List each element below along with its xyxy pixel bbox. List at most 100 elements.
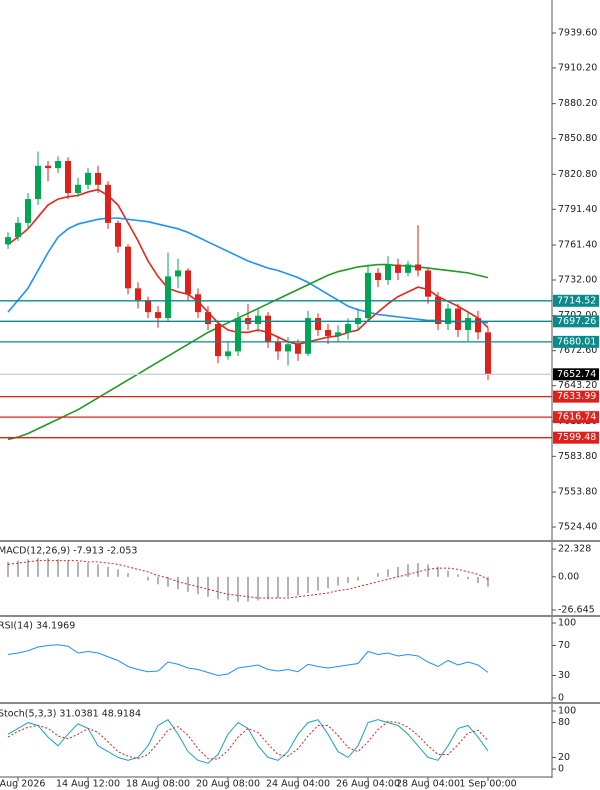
y-tick-label: 0: [558, 764, 564, 775]
y-tick-label: 7910.20: [558, 62, 597, 73]
candle-body: [465, 318, 471, 330]
histogram-bar: [157, 576, 159, 585]
histogram-bar: [317, 576, 319, 591]
candle-body: [145, 300, 151, 313]
indicator-title: MACD(12,26,9) -7.913 -2.053: [0, 546, 137, 557]
histogram-bar: [267, 576, 269, 600]
time-label: 24 Aug 04:00: [266, 779, 330, 790]
candle-body: [395, 264, 401, 273]
histogram-bar: [467, 576, 469, 580]
histogram-bar: [107, 566, 109, 577]
level-box: [553, 368, 599, 381]
level-label: 7633.99: [557, 391, 596, 402]
histogram-bar: [217, 576, 219, 600]
candle-body: [15, 222, 21, 238]
candle-body: [295, 344, 301, 354]
candle-body: [125, 246, 131, 289]
y-tick-label: 70: [558, 640, 570, 651]
candle-body: [85, 172, 91, 185]
histogram-bar: [17, 560, 19, 577]
level-label: 7697.26: [557, 316, 596, 327]
histogram-bar: [407, 564, 409, 577]
candle-body: [165, 276, 171, 319]
candle-body: [455, 308, 461, 330]
candle-body: [75, 184, 81, 194]
y-tick-label: 7672.60: [558, 345, 597, 356]
candle-body: [255, 315, 261, 325]
candle-body: [445, 308, 451, 325]
histogram-bar: [187, 576, 189, 592]
y-tick-label: 7820.80: [558, 169, 597, 180]
candle-body: [425, 270, 431, 297]
histogram-bar: [77, 561, 79, 577]
histogram-bar: [257, 576, 259, 601]
y-tick-label: 0.00: [558, 571, 579, 582]
candle-body: [315, 318, 321, 330]
histogram-bar: [347, 576, 349, 584]
level-label: 7616.74: [557, 412, 596, 423]
histogram-bar: [167, 576, 169, 587]
y-tick-label: 7939.60: [558, 27, 597, 38]
level-box: [553, 390, 599, 403]
candle-body: [225, 351, 231, 357]
histogram-bar: [437, 566, 439, 577]
candle-body: [175, 270, 181, 277]
histogram-bar: [377, 573, 379, 577]
histogram-bar: [207, 576, 209, 597]
candle-body: [215, 324, 221, 357]
histogram-bar: [87, 563, 89, 577]
candle-body: [135, 288, 141, 301]
candle-body: [35, 165, 41, 200]
time-label: 18 Aug 08:00: [126, 779, 190, 790]
histogram-bar: [97, 564, 99, 577]
y-tick-label: 0: [558, 692, 564, 703]
histogram-bar: [487, 576, 489, 587]
histogram-bar: [287, 576, 289, 597]
candle-body: [305, 318, 311, 354]
histogram-bar: [357, 576, 359, 581]
histogram-bar: [477, 576, 479, 584]
histogram-bar: [397, 566, 399, 577]
histogram-bar: [247, 576, 249, 602]
indicator-title: RSI(14) 34.1969: [0, 621, 75, 632]
candle-body: [265, 315, 271, 342]
candle-body: [385, 264, 391, 280]
histogram-bar: [117, 569, 119, 577]
histogram-bar: [447, 570, 449, 577]
y-tick-label: 100: [558, 705, 576, 716]
histogram-bar: [327, 576, 329, 589]
candle-body: [325, 329, 331, 336]
y-tick-label: 80: [558, 717, 570, 728]
y-tick-label: 7850.80: [558, 133, 597, 144]
y-tick-label: 7643.20: [558, 380, 597, 391]
level-label: 7714.52: [557, 295, 596, 306]
candle-body: [45, 165, 51, 169]
histogram-bar: [307, 576, 309, 594]
time-label: 26 Aug 04:00: [336, 779, 400, 790]
candle-body: [115, 222, 121, 247]
level-label: 7680.01: [557, 336, 596, 347]
candle-body: [185, 270, 191, 295]
level-box: [553, 335, 599, 348]
candle-body: [285, 344, 291, 352]
level-label: 7652.74: [557, 369, 596, 380]
candle-body: [335, 332, 341, 336]
candle-body: [375, 272, 381, 280]
y-tick-label: 7791.40: [558, 204, 597, 215]
candle-body: [95, 172, 101, 185]
histogram-bar: [127, 573, 129, 577]
candle-body: [105, 184, 111, 223]
histogram-bar: [277, 576, 279, 598]
candle-body: [405, 264, 411, 273]
candle-body: [55, 161, 61, 169]
candle-body: [275, 341, 281, 352]
y-tick-label: 30: [558, 670, 570, 681]
y-tick-label: 7880.20: [558, 98, 597, 109]
moving-average: [7, 217, 489, 324]
histogram-bar: [37, 558, 39, 577]
candle-body: [435, 296, 441, 325]
candle-body: [205, 312, 211, 325]
indicator-line: [7, 720, 489, 760]
